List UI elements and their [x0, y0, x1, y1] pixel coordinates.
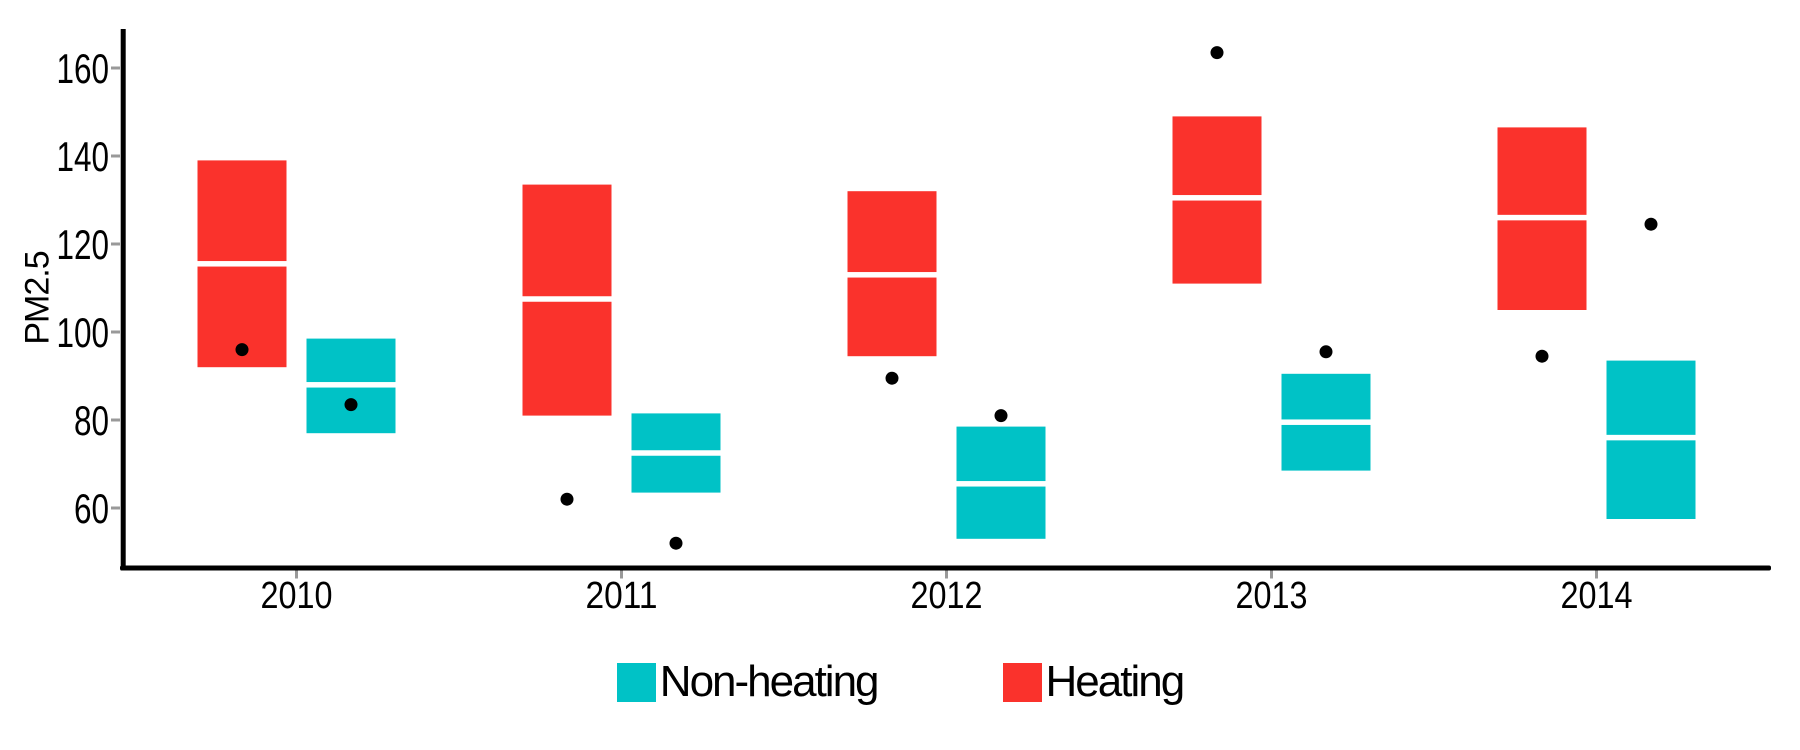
median-line-non-heating-2013 — [1281, 419, 1371, 425]
y-tick-label: 100 — [57, 309, 110, 356]
legend-swatch-heating — [1002, 662, 1042, 702]
y-tick — [111, 506, 120, 510]
x-tick — [945, 570, 948, 579]
point-heating-2013 — [1210, 46, 1224, 60]
x-tick-label: 2010 — [261, 575, 333, 617]
y-tick — [111, 154, 120, 158]
legend-label-non-heating: Non-heating — [659, 657, 880, 706]
point-heating-2010 — [235, 343, 249, 357]
legend-item-non-heating: Non-heating — [616, 657, 880, 706]
point-non-heating-2012 — [994, 409, 1008, 423]
y-tick — [111, 418, 120, 422]
point-heating-2011 — [560, 492, 574, 506]
median-line-non-heating-2011 — [631, 450, 721, 456]
y-tick — [111, 242, 120, 246]
legend-label-heating: Heating — [1045, 657, 1186, 706]
y-tick — [111, 330, 120, 334]
median-line-heating-2010 — [197, 261, 287, 267]
point-heating-2012 — [885, 371, 899, 385]
point-heating-2014 — [1535, 349, 1549, 363]
y-tick-label: 80 — [74, 397, 109, 444]
y-tick-label: 140 — [57, 133, 110, 180]
x-tick-label: 2014 — [1561, 575, 1633, 617]
x-tick — [295, 570, 298, 579]
point-non-heating-2014 — [1644, 217, 1658, 231]
legend-swatch-non-heating — [616, 662, 656, 702]
median-line-heating-2013 — [1172, 195, 1262, 201]
y-tick-label: 120 — [57, 221, 110, 268]
x-tick — [620, 570, 623, 579]
x-axis-line — [120, 565, 1771, 571]
median-line-non-heating-2012 — [956, 481, 1046, 487]
legend: Non-heating Heating — [0, 657, 1800, 706]
legend-item-heating: Heating — [1002, 657, 1186, 706]
median-line-heating-2011 — [522, 296, 612, 302]
y-tick-label: 160 — [57, 45, 110, 92]
x-tick — [1595, 570, 1598, 579]
median-line-heating-2014 — [1497, 214, 1587, 221]
x-tick-label: 2013 — [1236, 575, 1308, 617]
point-non-heating-2013 — [1319, 345, 1333, 359]
y-tick — [111, 66, 120, 70]
median-line-non-heating-2014 — [1606, 434, 1696, 441]
x-tick-label: 2011 — [586, 575, 658, 617]
y-axis-line — [120, 29, 126, 571]
x-tick — [1270, 570, 1273, 579]
y-axis-title: PM2.5 — [18, 251, 57, 345]
median-line-heating-2012 — [847, 272, 937, 278]
point-non-heating-2010 — [344, 398, 358, 412]
median-line-non-heating-2010 — [306, 382, 396, 388]
point-non-heating-2011 — [669, 536, 683, 550]
y-tick-label: 60 — [74, 485, 109, 532]
x-tick-label: 2012 — [911, 575, 983, 617]
